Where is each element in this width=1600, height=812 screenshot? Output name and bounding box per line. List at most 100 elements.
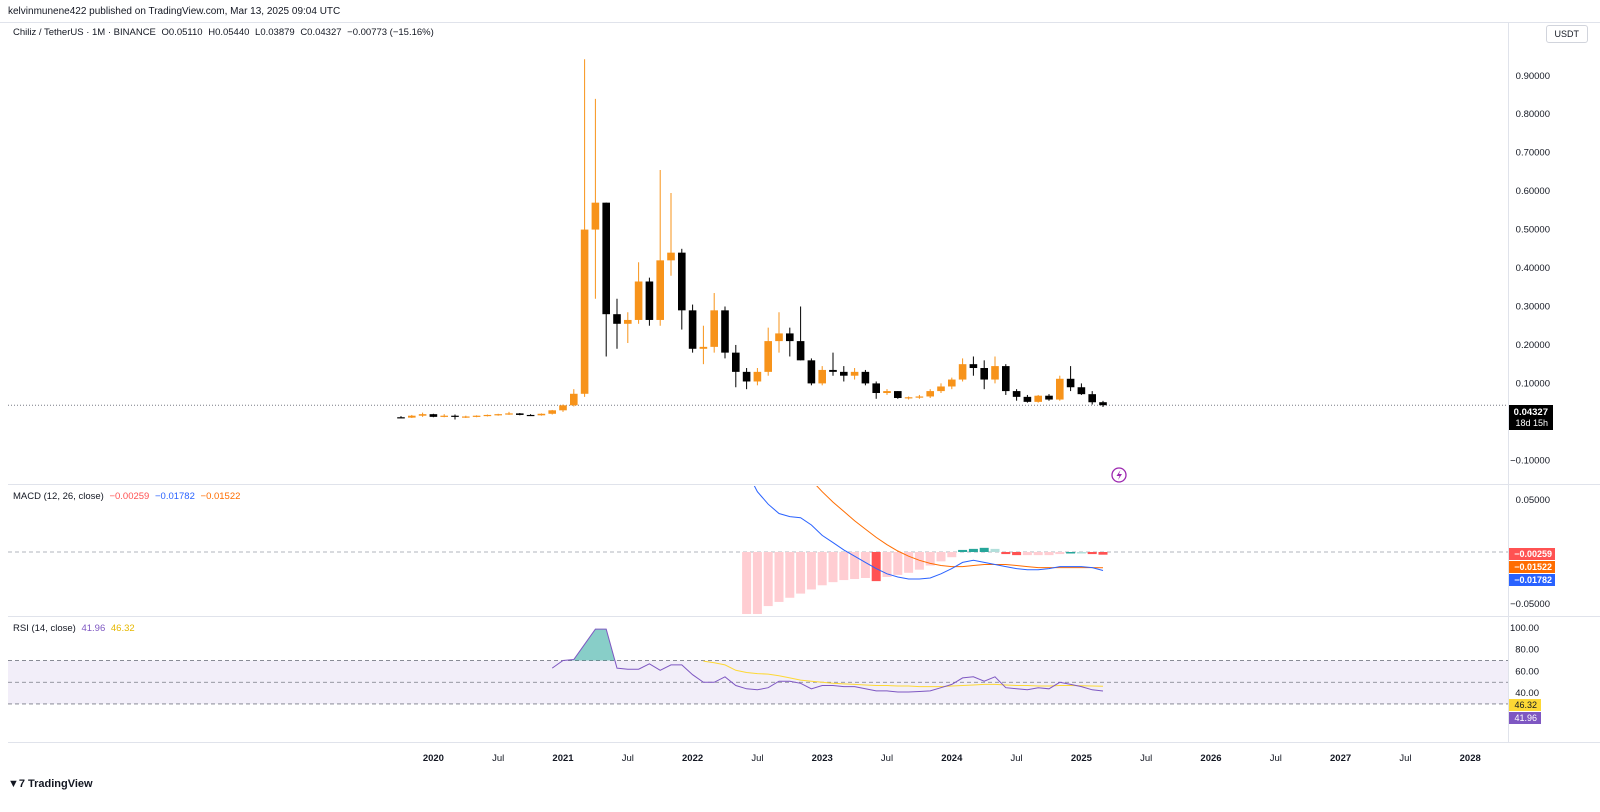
candle-body[interactable] xyxy=(483,414,492,417)
macd-histogram-bar[interactable] xyxy=(893,552,903,575)
macd-histogram-bar[interactable] xyxy=(1022,552,1032,556)
symbol-label[interactable]: Chiliz / TetherUS · 1M · BINANCE xyxy=(13,27,156,38)
candle-body[interactable] xyxy=(926,391,934,397)
candle-body[interactable] xyxy=(710,310,718,347)
rsi-line[interactable] xyxy=(551,628,1104,693)
candle-body[interactable] xyxy=(721,310,729,353)
candle-body[interactable] xyxy=(678,252,686,311)
candle-body[interactable] xyxy=(472,415,481,417)
candle-body[interactable] xyxy=(418,414,427,416)
macd-histogram-bar[interactable] xyxy=(763,552,773,607)
macd-histogram-bar[interactable] xyxy=(1055,552,1065,555)
candle-body[interactable] xyxy=(775,333,783,342)
candle-body[interactable] xyxy=(958,364,967,380)
candle-body[interactable] xyxy=(1066,378,1075,388)
macd-histogram-bar[interactable] xyxy=(1066,552,1076,554)
candle-body[interactable] xyxy=(688,310,697,349)
macd-histogram-bar[interactable] xyxy=(947,552,957,558)
tradingview-footer[interactable]: ▼7 TradingView xyxy=(8,778,93,790)
candle-body[interactable] xyxy=(1045,395,1053,400)
candle-body[interactable] xyxy=(591,202,600,230)
candle-body[interactable] xyxy=(883,391,891,394)
macd-line[interactable] xyxy=(747,471,1104,580)
candle-body[interactable] xyxy=(613,314,621,324)
candle-body[interactable] xyxy=(645,281,654,320)
macd-histogram-bar[interactable] xyxy=(990,548,1000,552)
candle-body[interactable] xyxy=(429,414,438,417)
candle-body[interactable] xyxy=(699,346,708,349)
candle-body[interactable] xyxy=(991,366,999,380)
candle-body[interactable] xyxy=(796,341,805,361)
macd-histogram-bar[interactable] xyxy=(785,552,795,598)
candle-body[interactable] xyxy=(840,371,848,376)
candle-body[interactable] xyxy=(451,415,459,417)
lightning-icon[interactable] xyxy=(1111,467,1127,483)
candle-body[interactable] xyxy=(602,202,610,315)
candle-body[interactable] xyxy=(786,333,794,342)
candle-body[interactable] xyxy=(872,383,880,394)
candle-body[interactable] xyxy=(1088,394,1096,403)
candle-body[interactable] xyxy=(829,369,837,372)
candle-body[interactable] xyxy=(850,371,859,376)
candle-body[interactable] xyxy=(440,415,448,417)
macd-histogram-bar[interactable] xyxy=(958,549,968,552)
candle-body[interactable] xyxy=(656,260,664,320)
macd-histogram-bar[interactable] xyxy=(1012,552,1022,556)
candle-body[interactable] xyxy=(537,413,546,416)
macd-signal-line[interactable] xyxy=(747,386,1104,569)
rsi-title[interactable]: RSI (14, close) xyxy=(13,623,76,634)
rsi-ma-line[interactable] xyxy=(703,660,1104,688)
macd-histogram-bar[interactable] xyxy=(925,552,935,566)
candle-body[interactable] xyxy=(397,417,405,419)
candle-body[interactable] xyxy=(915,396,924,398)
candle-body[interactable] xyxy=(559,405,567,411)
candle-body[interactable] xyxy=(980,368,988,380)
candle-body[interactable] xyxy=(1099,402,1107,406)
candle-body[interactable] xyxy=(570,393,578,406)
candle-body[interactable] xyxy=(548,410,556,414)
candle-body[interactable] xyxy=(1077,387,1086,395)
macd-histogram-bar[interactable] xyxy=(1098,552,1108,555)
macd-histogram-bar[interactable] xyxy=(968,548,978,552)
candle-body[interactable] xyxy=(1056,378,1064,400)
currency-button[interactable]: USDT xyxy=(1545,25,1588,43)
macd-histogram-bar[interactable] xyxy=(806,552,816,590)
candle-body[interactable] xyxy=(904,397,913,399)
macd-histogram-bar[interactable] xyxy=(936,552,946,562)
macd-histogram-bar[interactable] xyxy=(839,552,849,581)
candle-body[interactable] xyxy=(753,371,762,382)
macd-histogram-bar[interactable] xyxy=(1087,552,1097,555)
macd-histogram-bar[interactable] xyxy=(796,552,806,594)
macd-histogram-bar[interactable] xyxy=(774,552,784,602)
macd-histogram-bar[interactable] xyxy=(904,552,914,573)
macd-histogram-bar[interactable] xyxy=(828,552,838,583)
candle-body[interactable] xyxy=(937,386,945,392)
candle-body[interactable] xyxy=(624,319,632,324)
candle-body[interactable] xyxy=(462,416,470,418)
candle-body[interactable] xyxy=(818,369,826,384)
candle-body[interactable] xyxy=(969,364,978,369)
candle-body[interactable] xyxy=(505,413,513,415)
macd-histogram-bar[interactable] xyxy=(817,552,827,586)
candle-body[interactable] xyxy=(408,415,416,418)
macd-title[interactable]: MACD (12, 26, close) xyxy=(13,491,104,502)
candle-body[interactable] xyxy=(634,281,643,320)
candle-body[interactable] xyxy=(1002,366,1010,392)
macd-histogram-bar[interactable] xyxy=(1044,552,1054,556)
candle-body[interactable] xyxy=(494,414,502,416)
candle-body[interactable] xyxy=(948,379,956,387)
candle-body[interactable] xyxy=(516,413,524,415)
macd-histogram-bar[interactable] xyxy=(871,552,881,582)
candle-body[interactable] xyxy=(894,391,902,399)
macd-histogram-bar[interactable] xyxy=(1033,552,1043,556)
macd-histogram-bar[interactable] xyxy=(1001,552,1011,555)
macd-histogram-bar[interactable] xyxy=(742,552,752,623)
candle-body[interactable] xyxy=(580,229,589,394)
candle-body[interactable] xyxy=(1012,391,1021,397)
candle-body[interactable] xyxy=(764,341,772,372)
candle-body[interactable] xyxy=(732,352,740,372)
macd-histogram-bar[interactable] xyxy=(1076,552,1086,554)
macd-histogram-bar[interactable] xyxy=(979,547,989,552)
candle-body[interactable] xyxy=(526,414,535,417)
macd-histogram-bar[interactable] xyxy=(882,552,892,577)
